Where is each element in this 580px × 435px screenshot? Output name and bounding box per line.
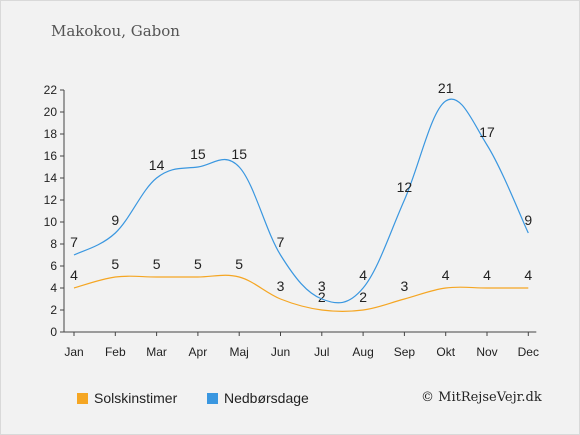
data-label-rain-Okt: 21 [438, 80, 454, 96]
legend-label-rain: Nedbørsdage [224, 390, 309, 406]
data-label-rain-Maj: 15 [231, 146, 247, 162]
y-tick-label-6: 6 [50, 259, 57, 273]
chart-title: Makokou, Gabon [51, 22, 180, 40]
x-tick-label-Jun: Jun [271, 345, 290, 359]
data-label-sunshine-Dec: 4 [524, 267, 532, 283]
y-tick-label-18: 18 [44, 127, 58, 141]
y-tick-label-8: 8 [50, 237, 57, 251]
data-label-rain-Sep: 12 [397, 179, 413, 195]
data-label-sunshine-Mar: 5 [153, 256, 161, 272]
data-label-rain-Jan: 7 [70, 234, 78, 250]
x-tick-label-Jul: Jul [314, 345, 329, 359]
x-tick-label-Sep: Sep [394, 345, 416, 359]
series-line-sunshine [73, 274, 529, 313]
data-label-rain-Dec: 9 [524, 212, 532, 228]
x-tick-label-Mar: Mar [146, 345, 167, 359]
y-tick-label-0: 0 [50, 325, 57, 339]
data-label-sunshine-Nov: 4 [483, 267, 491, 283]
y-tick-label-20: 20 [44, 105, 58, 119]
data-label-sunshine-Jul: 2 [318, 289, 326, 305]
y-tick-label-22: 22 [44, 83, 58, 97]
data-label-rain-Aug: 4 [359, 267, 367, 283]
data-label-rain-Nov: 17 [479, 124, 495, 140]
data-label-sunshine-Sep: 3 [401, 278, 409, 294]
x-tick-label-Nov: Nov [476, 345, 497, 359]
data-label-rain-Jul: 3 [318, 278, 326, 294]
x-tick-label-Aug: Aug [352, 345, 373, 359]
y-tick-label-16: 16 [44, 149, 58, 163]
data-label-sunshine-Feb: 5 [111, 256, 119, 272]
data-label-sunshine-Aug: 2 [359, 289, 367, 305]
y-tick-label-10: 10 [44, 215, 58, 229]
legend-item-sunshine: Solskinstimer [77, 390, 177, 406]
y-tick-label-14: 14 [44, 171, 58, 185]
data-label-rain-Jun: 7 [277, 234, 285, 250]
x-tick-label-Feb: Feb [105, 345, 126, 359]
legend-swatch-rain [207, 392, 218, 404]
data-label-sunshine-Jun: 3 [277, 278, 285, 294]
legend-label-sunshine: Solskinstimer [94, 390, 178, 406]
y-tick-label-2: 2 [50, 303, 57, 317]
series-line-rain [73, 98, 529, 304]
credit-text: © MitRejseVejr.dk [421, 390, 542, 405]
x-tick-label-Jan: Jan [64, 345, 83, 359]
data-label-sunshine-Okt: 4 [442, 267, 450, 283]
x-tick-label-Okt: Okt [436, 345, 455, 359]
legend-item-rain: Nedbørsdage [207, 390, 309, 406]
data-label-sunshine-Maj: 5 [235, 256, 243, 272]
data-label-sunshine-Apr: 5 [194, 256, 202, 272]
legend-swatch-sunshine [77, 392, 88, 404]
x-tick-label-Dec: Dec [518, 345, 539, 359]
y-tick-label-12: 12 [44, 193, 58, 207]
data-label-rain-Feb: 9 [111, 212, 119, 228]
data-label-rain-Mar: 14 [149, 157, 165, 173]
data-label-sunshine-Jan: 4 [70, 267, 78, 283]
x-tick-label-Apr: Apr [189, 345, 208, 359]
data-label-rain-Apr: 15 [190, 146, 206, 162]
x-tick-label-Maj: Maj [230, 345, 249, 359]
y-tick-label-4: 4 [50, 281, 57, 295]
